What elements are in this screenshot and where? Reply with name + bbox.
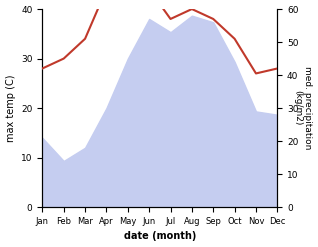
- Y-axis label: med. precipitation
(kg/m2): med. precipitation (kg/m2): [293, 66, 313, 150]
- X-axis label: date (month): date (month): [124, 231, 196, 242]
- Y-axis label: max temp (C): max temp (C): [5, 74, 16, 142]
